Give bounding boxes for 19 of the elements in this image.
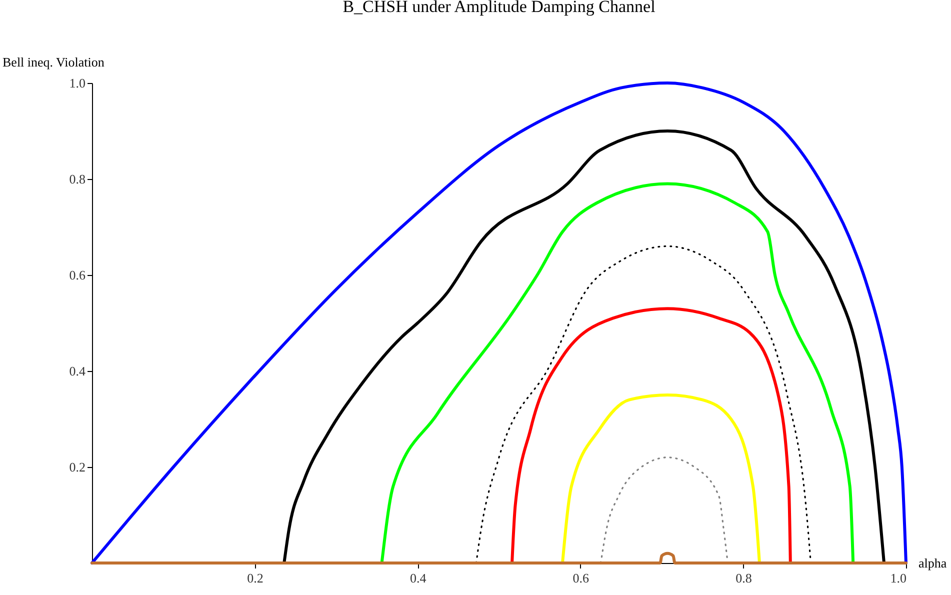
x-axis-title: alpha [918, 556, 947, 570]
line-series [475, 245, 812, 564]
y-axis-title: Bell ineq. Violation [2, 54, 105, 70]
x-tick-label: 0.4 [410, 570, 427, 586]
x-tick-label: 0.6 [572, 570, 590, 586]
y-tick-label: 0.2 [69, 460, 86, 474]
y-tick-label: 0.6 [69, 268, 86, 282]
y-tick-label: 1.0 [69, 76, 86, 90]
line-series [282, 130, 886, 564]
y-tick-label: 0.4 [69, 364, 86, 378]
line-series [560, 394, 761, 564]
line-series [380, 182, 855, 564]
x-tick-label: 0.2 [247, 570, 264, 586]
line-series [600, 456, 729, 564]
x-tick-label: 1.0 [890, 570, 906, 586]
y-tick-label: 0.8 [69, 172, 86, 186]
x-tick-label: 0.8 [736, 570, 752, 586]
chart-title: B_CHSH under Amplitude Damping Channel [342, 0, 656, 16]
line-series [510, 307, 792, 564]
